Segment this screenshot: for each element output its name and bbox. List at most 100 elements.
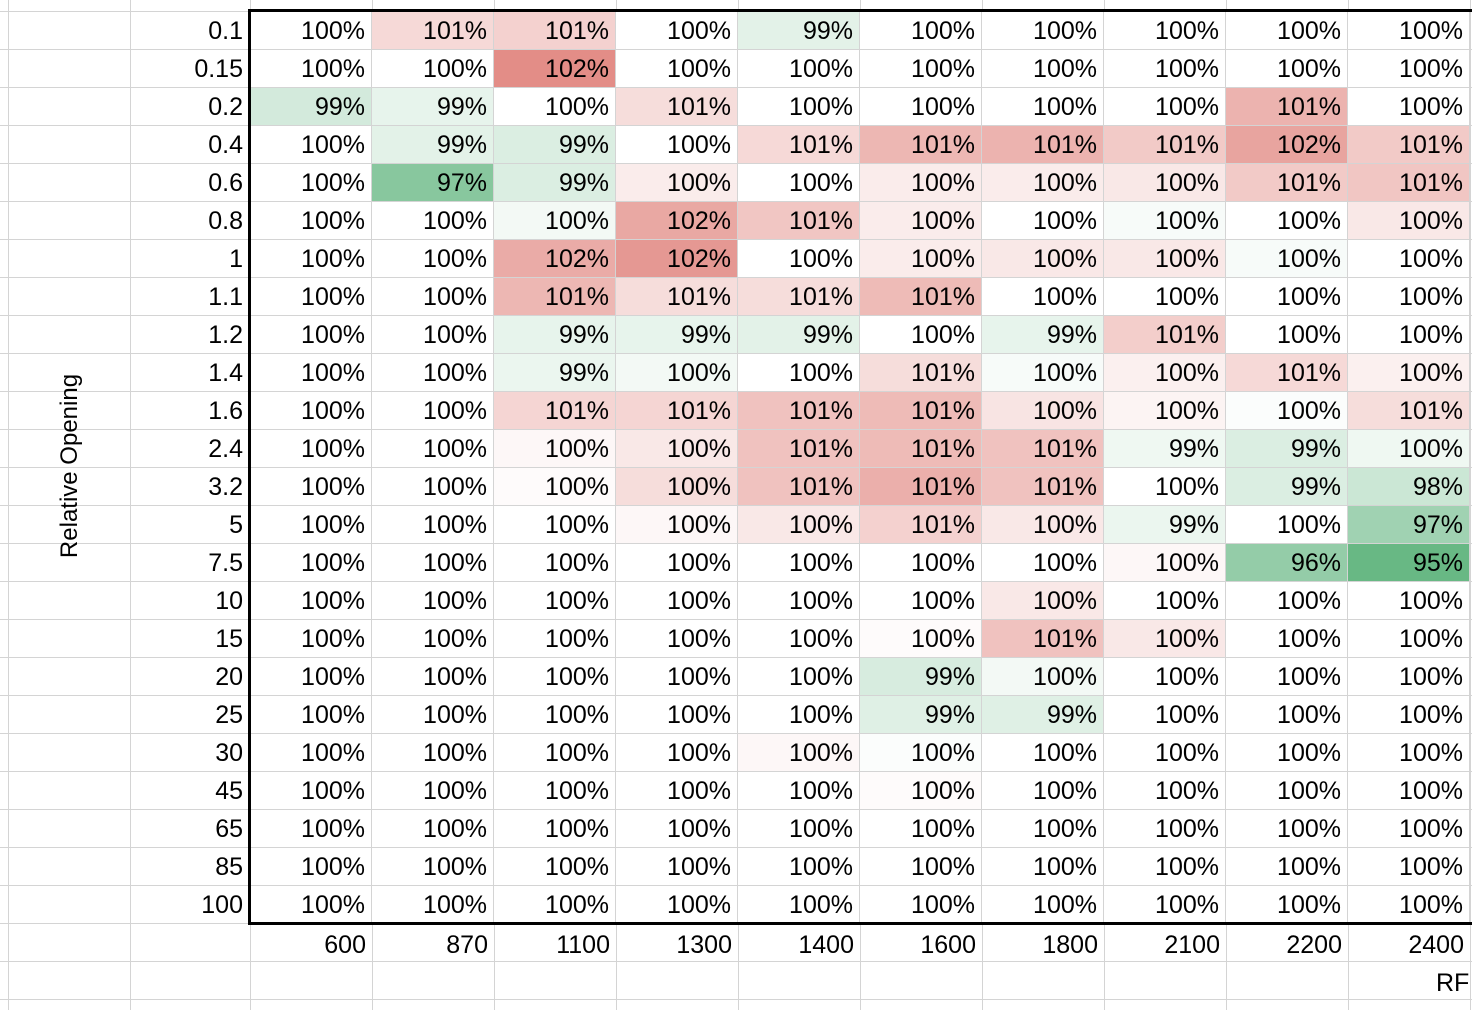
heatmap-cell[interactable]: 101% [982,430,1104,468]
heatmap-cell[interactable]: 100% [494,88,616,126]
heatmap-cell[interactable]: 100% [1104,734,1226,772]
heatmap-cell[interactable]: 101% [738,468,860,506]
heatmap-cell[interactable]: 102% [616,202,738,240]
heatmap-cell[interactable]: 100% [616,50,738,88]
heatmap-cell[interactable]: 100% [372,886,494,924]
heatmap-cell[interactable]: 100% [372,582,494,620]
heatmap-cell[interactable]: 100% [250,126,372,164]
heatmap-cell[interactable]: 100% [738,810,860,848]
heatmap-cell[interactable]: 99% [1226,468,1348,506]
heatmap-cell[interactable]: 101% [1348,392,1470,430]
heatmap-cell[interactable]: 99% [738,316,860,354]
heatmap-cell[interactable]: 100% [372,50,494,88]
heatmap-cell[interactable]: 99% [372,126,494,164]
heatmap-cell[interactable]: 99% [738,12,860,50]
heatmap-cell[interactable]: 101% [494,278,616,316]
heatmap-cell[interactable]: 101% [1348,164,1470,202]
heatmap-cell[interactable]: 100% [860,582,982,620]
heatmap-cell[interactable]: 100% [250,430,372,468]
heatmap-cell[interactable]: 100% [860,772,982,810]
heatmap-cell[interactable]: 101% [982,620,1104,658]
heatmap-cell[interactable]: 100% [1348,202,1470,240]
heatmap-cell[interactable]: 100% [372,696,494,734]
heatmap-cell[interactable]: 101% [372,12,494,50]
heatmap-cell[interactable]: 100% [616,620,738,658]
heatmap-cell[interactable]: 101% [494,12,616,50]
heatmap-cell[interactable]: 101% [860,126,982,164]
heatmap-cell[interactable]: 101% [738,430,860,468]
heatmap-cell[interactable]: 101% [494,392,616,430]
heatmap-cell[interactable]: 100% [616,164,738,202]
heatmap-cell[interactable]: 100% [1104,810,1226,848]
heatmap-cell[interactable]: 100% [1348,848,1470,886]
heatmap-cell[interactable]: 100% [860,88,982,126]
heatmap-cell[interactable]: 100% [1226,506,1348,544]
heatmap-cell[interactable]: 100% [738,544,860,582]
heatmap-cell[interactable]: 100% [982,772,1104,810]
heatmap-cell[interactable]: 101% [1226,164,1348,202]
heatmap-cell[interactable]: 100% [250,12,372,50]
heatmap-cell[interactable]: 99% [1104,506,1226,544]
heatmap-cell[interactable]: 100% [738,582,860,620]
heatmap-cell[interactable]: 100% [250,240,372,278]
heatmap-cell[interactable]: 100% [1226,696,1348,734]
heatmap-cell[interactable]: 100% [738,88,860,126]
heatmap-cell[interactable]: 100% [494,696,616,734]
heatmap-cell[interactable]: 100% [494,468,616,506]
heatmap-cell[interactable]: 100% [1226,772,1348,810]
heatmap-cell[interactable]: 100% [738,240,860,278]
heatmap-cell[interactable]: 100% [1104,202,1226,240]
heatmap-cell[interactable]: 99% [494,316,616,354]
heatmap-cell[interactable]: 100% [250,202,372,240]
heatmap-cell[interactable]: 100% [1226,50,1348,88]
heatmap-cell[interactable]: 100% [1348,582,1470,620]
heatmap-cell[interactable]: 100% [1348,88,1470,126]
heatmap-cell[interactable]: 100% [372,506,494,544]
heatmap-cell[interactable]: 99% [616,316,738,354]
heatmap-cell[interactable]: 100% [982,658,1104,696]
heatmap-cell[interactable]: 102% [1226,126,1348,164]
heatmap-cell[interactable]: 100% [738,848,860,886]
heatmap-cell[interactable]: 100% [860,164,982,202]
heatmap-cell[interactable]: 102% [616,240,738,278]
heatmap-cell[interactable]: 100% [1226,886,1348,924]
heatmap-cell[interactable]: 100% [982,582,1104,620]
heatmap-cell[interactable]: 100% [1104,772,1226,810]
heatmap-cell[interactable]: 100% [860,848,982,886]
heatmap-cell[interactable]: 100% [250,354,372,392]
heatmap-cell[interactable]: 99% [982,316,1104,354]
heatmap-cell[interactable]: 99% [860,696,982,734]
heatmap-cell[interactable]: 100% [1104,164,1226,202]
heatmap-cell[interactable]: 100% [494,430,616,468]
heatmap-cell[interactable]: 100% [250,392,372,430]
heatmap-cell[interactable]: 99% [494,126,616,164]
heatmap-cell[interactable]: 100% [738,164,860,202]
heatmap-cell[interactable]: 100% [1348,240,1470,278]
heatmap-cell[interactable]: 100% [1226,278,1348,316]
heatmap-cell[interactable]: 100% [1104,240,1226,278]
heatmap-cell[interactable]: 100% [250,696,372,734]
heatmap-cell[interactable]: 100% [1348,772,1470,810]
heatmap-cell[interactable]: 101% [738,278,860,316]
heatmap-cell[interactable]: 100% [616,772,738,810]
heatmap-cell[interactable]: 101% [860,506,982,544]
heatmap-cell[interactable]: 100% [982,240,1104,278]
heatmap-cell[interactable]: 100% [860,620,982,658]
heatmap-cell[interactable]: 101% [1104,316,1226,354]
heatmap-cell[interactable]: 100% [1226,848,1348,886]
heatmap-cell[interactable]: 102% [494,50,616,88]
heatmap-cell[interactable]: 100% [1348,696,1470,734]
heatmap-cell[interactable]: 100% [250,658,372,696]
heatmap-cell[interactable]: 100% [250,50,372,88]
heatmap-cell[interactable]: 100% [372,772,494,810]
heatmap-cell[interactable]: 100% [860,810,982,848]
heatmap-cell[interactable]: 100% [738,772,860,810]
heatmap-cell[interactable]: 100% [1348,50,1470,88]
heatmap-cell[interactable]: 100% [1226,810,1348,848]
heatmap-cell[interactable]: 100% [1226,620,1348,658]
heatmap-cell[interactable]: 100% [860,202,982,240]
heatmap-cell[interactable]: 100% [372,354,494,392]
heatmap-cell[interactable]: 100% [982,848,1104,886]
heatmap-cell[interactable]: 100% [1226,202,1348,240]
heatmap-cell[interactable]: 100% [616,810,738,848]
